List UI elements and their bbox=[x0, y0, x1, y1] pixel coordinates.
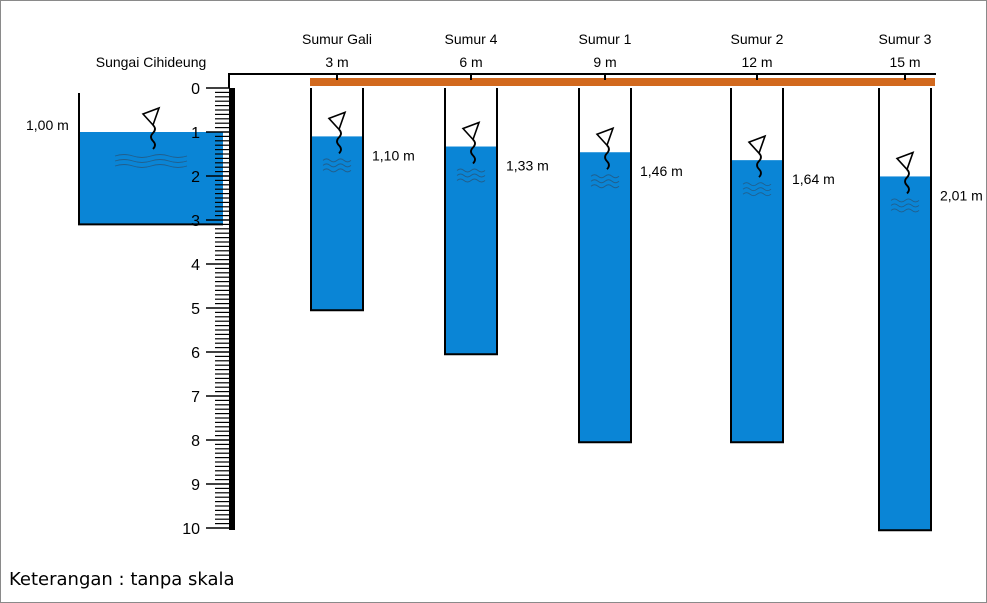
river-water bbox=[79, 132, 223, 225]
well-water bbox=[445, 146, 497, 355]
well-water bbox=[579, 152, 631, 443]
well-casing bbox=[310, 88, 364, 312]
well-casing bbox=[444, 88, 498, 356]
well-water bbox=[731, 160, 783, 443]
well-level-label: 2,01 m bbox=[940, 187, 983, 203]
wave-line bbox=[114, 164, 188, 168]
marker-triangle bbox=[595, 126, 615, 147]
well-distance: 6 m bbox=[459, 54, 482, 70]
marker-squiggle bbox=[756, 152, 762, 178]
wave-line bbox=[456, 173, 486, 178]
ruler-label-6: 6 bbox=[191, 345, 200, 362]
ruler-label-9: 9 bbox=[191, 477, 200, 494]
well-waves bbox=[890, 198, 920, 213]
well-level-label: 1,10 m bbox=[372, 147, 415, 163]
ground-surface bbox=[228, 73, 936, 88]
well-casing bbox=[878, 88, 932, 532]
well-name: Sumur 1 bbox=[579, 31, 632, 47]
river-waves bbox=[114, 154, 188, 168]
well-water bbox=[879, 176, 931, 531]
ruler-label-3: 3 bbox=[191, 213, 200, 230]
well-casing bbox=[578, 88, 632, 444]
marker-squiggle bbox=[336, 128, 342, 155]
well-name: Sumur 2 bbox=[731, 31, 784, 47]
well-2: Sumur 4 6 m 1,33 m bbox=[444, 31, 549, 356]
wave-line bbox=[590, 179, 620, 184]
marker-squiggle bbox=[470, 138, 476, 165]
well-waves bbox=[322, 158, 352, 173]
wave-line bbox=[742, 192, 772, 197]
ruler-label-4: 4 bbox=[191, 257, 200, 274]
wave-line bbox=[322, 163, 352, 168]
marker-triangle bbox=[141, 106, 161, 127]
wave-line bbox=[590, 174, 620, 179]
river-water-marker bbox=[141, 106, 161, 150]
water-level-marker bbox=[595, 126, 615, 170]
wave-line bbox=[322, 168, 352, 173]
wave-line bbox=[322, 158, 352, 163]
river-level-label: 1,00 m bbox=[26, 117, 69, 133]
marker-triangle bbox=[747, 134, 767, 155]
ground-surface-bar bbox=[310, 78, 935, 86]
well-distance: 9 m bbox=[593, 54, 616, 70]
well-name: Sumur Gali bbox=[302, 31, 372, 47]
wave-line bbox=[742, 187, 772, 192]
wave-line bbox=[742, 182, 772, 187]
well-4: Sumur 2 12 m 1,64 m bbox=[730, 31, 835, 444]
well-1: Sumur Gali 3 m 1,10 m bbox=[302, 31, 415, 312]
wave-line bbox=[114, 154, 188, 158]
well-waves bbox=[590, 174, 620, 189]
well-distance: 15 m bbox=[889, 54, 920, 70]
marker-squiggle bbox=[904, 168, 910, 195]
wave-line bbox=[890, 208, 920, 213]
wave-line bbox=[890, 198, 920, 203]
well-level-label: 1,46 m bbox=[640, 163, 683, 179]
ruler-label-0: 0 bbox=[191, 81, 200, 98]
well-water bbox=[311, 136, 363, 311]
river-name: Sungai Cihideung bbox=[96, 54, 207, 70]
wave-line bbox=[456, 168, 486, 173]
ruler-label-7: 7 bbox=[191, 389, 200, 406]
well-distance: 3 m bbox=[325, 54, 348, 70]
ruler-label-8: 8 bbox=[191, 433, 200, 450]
ruler-bar bbox=[229, 88, 235, 530]
depth-ruler: 0 1 2 3 4 5 6 7 8 9 10 bbox=[182, 81, 235, 538]
well-waves bbox=[742, 182, 772, 197]
well-casing bbox=[730, 88, 784, 444]
river-bank bbox=[78, 93, 223, 226]
water-level-marker bbox=[747, 134, 767, 178]
distance-axis bbox=[228, 73, 936, 88]
wave-line bbox=[890, 203, 920, 208]
ruler-label-2: 2 bbox=[191, 169, 200, 186]
marker-triangle bbox=[895, 151, 915, 171]
well-level-label: 1,33 m bbox=[506, 158, 549, 174]
marker-triangle bbox=[461, 121, 481, 142]
marker-triangle bbox=[327, 111, 347, 131]
water-level-marker bbox=[327, 111, 347, 155]
well-waves bbox=[456, 168, 486, 183]
ruler-label-10: 10 bbox=[182, 521, 200, 538]
ruler-label-5: 5 bbox=[191, 301, 200, 318]
wave-line bbox=[456, 178, 486, 183]
ruler-label-1: 1 bbox=[191, 125, 200, 142]
legend-note: Keterangan : tanpa skala bbox=[9, 569, 235, 590]
well-level-label: 1,64 m bbox=[792, 171, 835, 187]
river: Sungai Cihideung 1,00 m bbox=[26, 54, 223, 226]
water-level-marker bbox=[895, 151, 915, 195]
wave-line bbox=[590, 184, 620, 189]
marker-squiggle bbox=[150, 124, 156, 150]
well-distance: 12 m bbox=[741, 54, 772, 70]
well-3: Sumur 1 9 m 1,46 m bbox=[578, 31, 683, 444]
well-5: Sumur 3 15 m 2,01 m bbox=[878, 31, 983, 532]
water-level-marker bbox=[461, 121, 481, 165]
well-name: Sumur 4 bbox=[445, 31, 498, 47]
well-name: Sumur 3 bbox=[879, 31, 932, 47]
marker-squiggle bbox=[604, 144, 610, 170]
wave-line bbox=[114, 159, 188, 163]
